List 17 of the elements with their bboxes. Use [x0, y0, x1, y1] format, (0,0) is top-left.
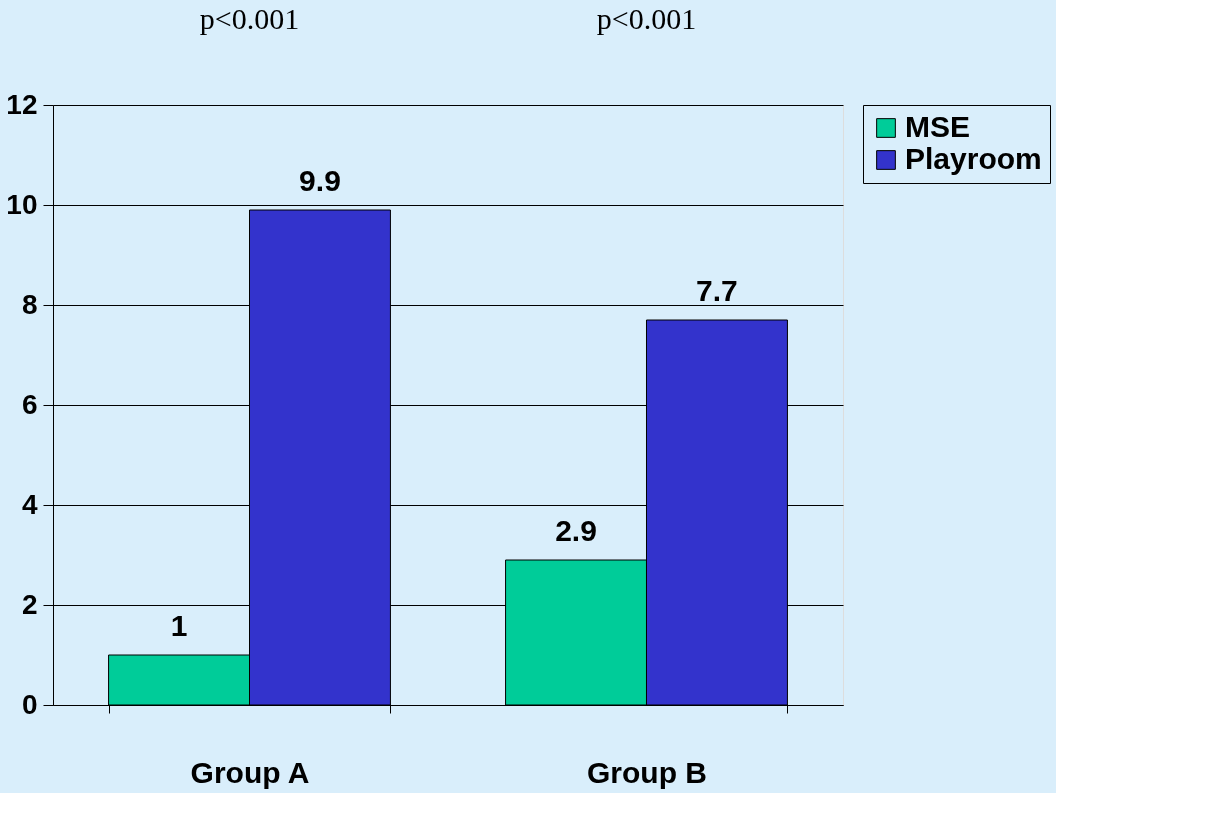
text: p<0.001 [199, 2, 300, 35]
y-tick-label: 0 [21, 688, 38, 720]
data-label: 9.9 [299, 164, 341, 197]
x-tick-label: Group A [190, 755, 310, 789]
data-label: 7.7 [696, 274, 738, 307]
legend-label: Playroom [905, 142, 1042, 175]
y-tick-label: 12 [6, 88, 38, 120]
x-tick-label: Group B [586, 755, 707, 789]
y-tick-label: 2 [21, 588, 38, 620]
data-label: 2.9 [555, 514, 597, 547]
y-tick-label: 10 [6, 188, 38, 220]
y-tick-label: 6 [21, 388, 38, 420]
data-label: 1 [170, 609, 188, 642]
text: p<0.001 [596, 2, 697, 35]
y-tick-label: 4 [21, 488, 38, 520]
legend-label: MSE [905, 110, 971, 143]
y-tick-label: 8 [21, 288, 38, 320]
